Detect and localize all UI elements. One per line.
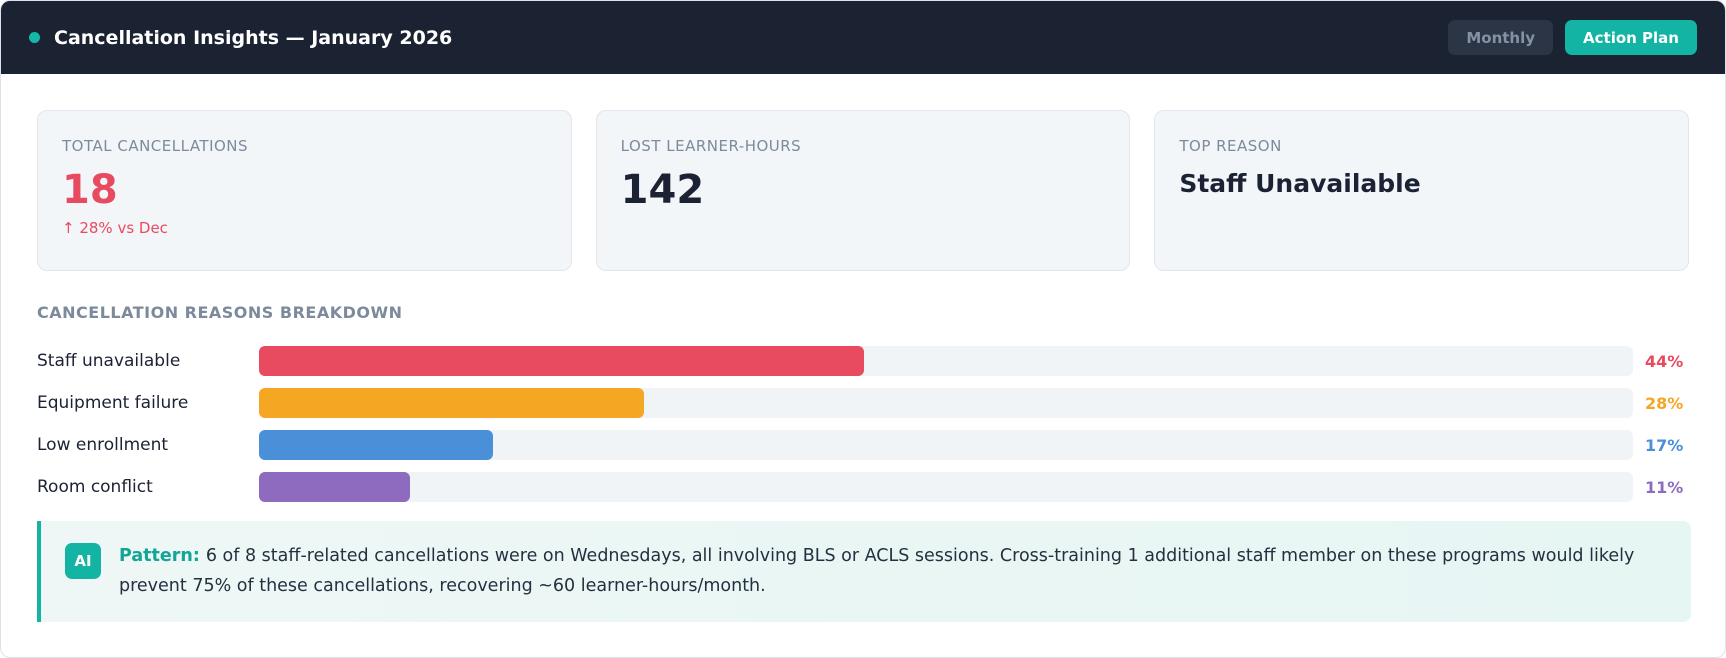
breakdown-row: Low enrollment 17% [37, 424, 1691, 466]
bar [259, 388, 644, 418]
kpi-value: 18 [62, 167, 118, 213]
insight-body: 6 of 8 staff-related cancellations were … [119, 546, 1635, 596]
value-label: 11% [1645, 477, 1684, 497]
breakdown-row: Room conflict 11% [37, 466, 1691, 508]
breakdown-row: Staff unavailable 44% [37, 340, 1691, 382]
kpi-note: ↑ 28% vs Dec [62, 219, 168, 237]
breakdown-rows: Staff unavailable 44% Equipment failure 28%… [37, 340, 1691, 508]
value-label: 28% [1645, 393, 1684, 413]
reason-label: Staff unavailable [37, 351, 181, 371]
insight-box: AI Pattern: 6 of 8 staff-related cancella… [37, 521, 1691, 622]
header: Cancellation Insights — January 2026 Mon… [1, 1, 1725, 74]
bar [259, 472, 411, 502]
breakdown-title: CANCELLATION REASONS BREAKDOWN [37, 303, 403, 322]
bar-track [259, 430, 1633, 460]
reason-label: Room conflict [37, 477, 153, 497]
kpi-card: TOTAL CANCELLATIONS 18 ↑ 28% vs Dec [37, 110, 572, 271]
reason-label: Equipment failure [37, 393, 189, 413]
insight-lead: Pattern: [119, 546, 200, 566]
reason-label: Low enrollment [37, 435, 169, 455]
header-title: Cancellation Insights — January 2026 [54, 26, 453, 49]
bar-track [259, 472, 1633, 502]
kpi-value: Staff Unavailable [1179, 169, 1421, 198]
bar [259, 346, 864, 376]
value-label: 44% [1645, 351, 1684, 371]
kpi-card: TOP REASON Staff Unavailable [1154, 110, 1690, 271]
breakdown-row: Equipment failure 28% [37, 382, 1691, 424]
insight-text: Pattern: 6 of 8 staff-related cancellatio… [119, 541, 1667, 622]
bar-track [259, 346, 1633, 376]
monthly-button[interactable]: Monthly [1448, 20, 1554, 55]
kpi-label: LOST LEARNER-HOURS [620, 137, 802, 155]
status-dot [29, 32, 40, 43]
kpi-cards: TOTAL CANCELLATIONS 18 ↑ 28% vs Dec LOST… [37, 110, 1690, 271]
action-plan-button[interactable]: Action Plan [1565, 20, 1697, 55]
kpi-label: TOP REASON [1179, 137, 1282, 155]
kpi-label: TOTAL CANCELLATIONS [62, 137, 249, 155]
bar [259, 430, 493, 460]
kpi-card: LOST LEARNER-HOURS 142 [595, 110, 1131, 271]
value-label: 17% [1645, 435, 1684, 455]
kpi-value: 142 [620, 167, 705, 213]
ai-badge: AI [65, 543, 101, 579]
bar-track [259, 388, 1633, 418]
